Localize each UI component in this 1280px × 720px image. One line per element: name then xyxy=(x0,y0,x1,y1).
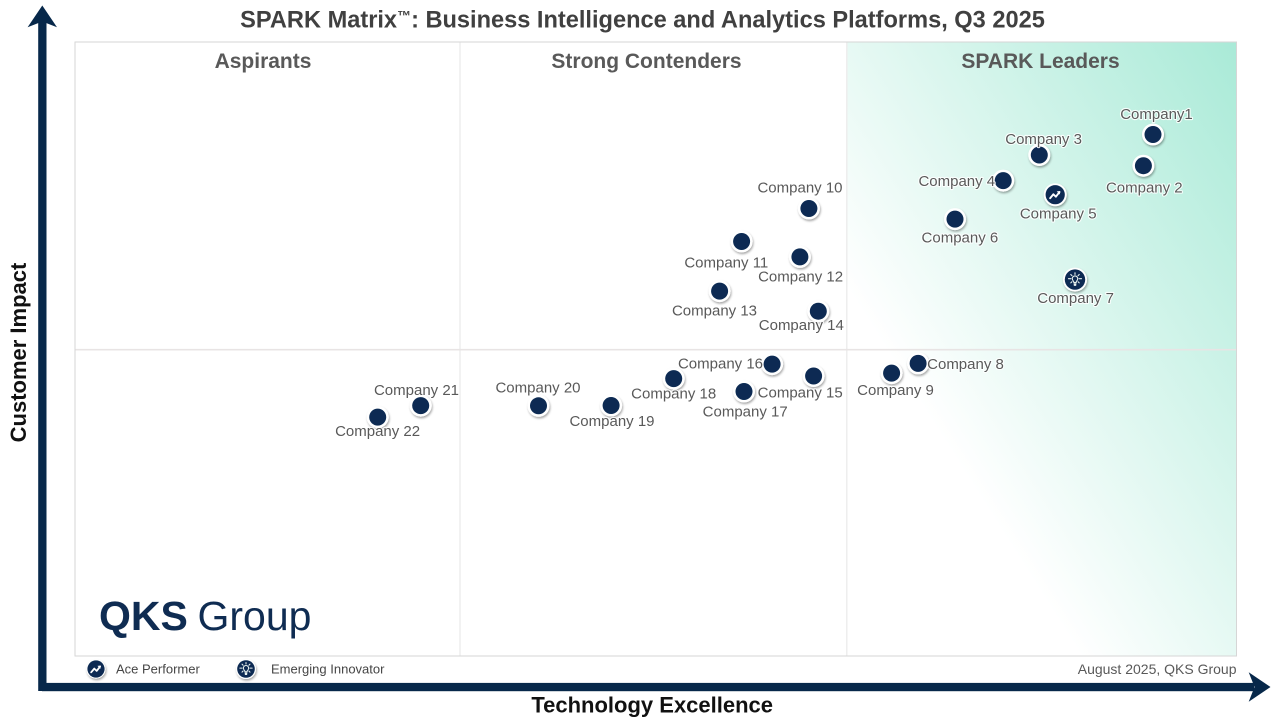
svg-text:Company 10: Company 10 xyxy=(757,179,842,196)
svg-text:Company1: Company1 xyxy=(1120,106,1193,123)
svg-text:Company 5: Company 5 xyxy=(1020,205,1097,222)
svg-text:Company 2: Company 2 xyxy=(1106,179,1183,196)
svg-text:August 2025, QKS Group: August 2025, QKS Group xyxy=(1078,661,1237,677)
svg-text:Aspirants: Aspirants xyxy=(215,50,312,73)
svg-text:Company 14: Company 14 xyxy=(759,317,844,334)
svg-text:Company 8: Company 8 xyxy=(927,356,1004,373)
svg-text:Company 4: Company 4 xyxy=(918,173,995,190)
svg-text:Company 20: Company 20 xyxy=(495,380,580,397)
svg-text:Company 16: Company 16 xyxy=(678,356,763,373)
svg-text:Customer Impact: Customer Impact xyxy=(6,262,31,442)
svg-text:Company 3: Company 3 xyxy=(1005,131,1082,148)
svg-text:Company 22: Company 22 xyxy=(335,423,420,440)
svg-text:Strong Contenders: Strong Contenders xyxy=(551,50,741,73)
svg-text:Company 17: Company 17 xyxy=(703,404,788,421)
svg-text:Company 18: Company 18 xyxy=(631,386,716,403)
svg-text:Company 9: Company 9 xyxy=(857,382,934,399)
svg-text:QKS: QKS xyxy=(99,593,188,639)
svg-text:Company 7: Company 7 xyxy=(1037,290,1114,307)
svg-text:Company 12: Company 12 xyxy=(758,269,843,286)
svg-text:Group: Group xyxy=(198,593,312,639)
svg-text:Company 19: Company 19 xyxy=(569,413,654,430)
svg-text:Company 21: Company 21 xyxy=(374,382,459,399)
svg-text:Technology Excellence: Technology Excellence xyxy=(531,692,773,717)
svg-text:Company 15: Company 15 xyxy=(758,385,843,402)
svg-text:Company 13: Company 13 xyxy=(672,303,757,320)
svg-text:SPARK Leaders: SPARK Leaders xyxy=(961,50,1119,73)
svg-text:Emerging Innovator: Emerging Innovator xyxy=(271,662,385,677)
svg-text:Ace Performer: Ace Performer xyxy=(116,662,200,677)
svg-text:Company 6: Company 6 xyxy=(922,230,999,247)
svg-text:Company 11: Company 11 xyxy=(684,254,768,271)
svg-text:SPARK Matrix™: Business Intell: SPARK Matrix™: Business Intelligence and… xyxy=(240,8,1045,34)
